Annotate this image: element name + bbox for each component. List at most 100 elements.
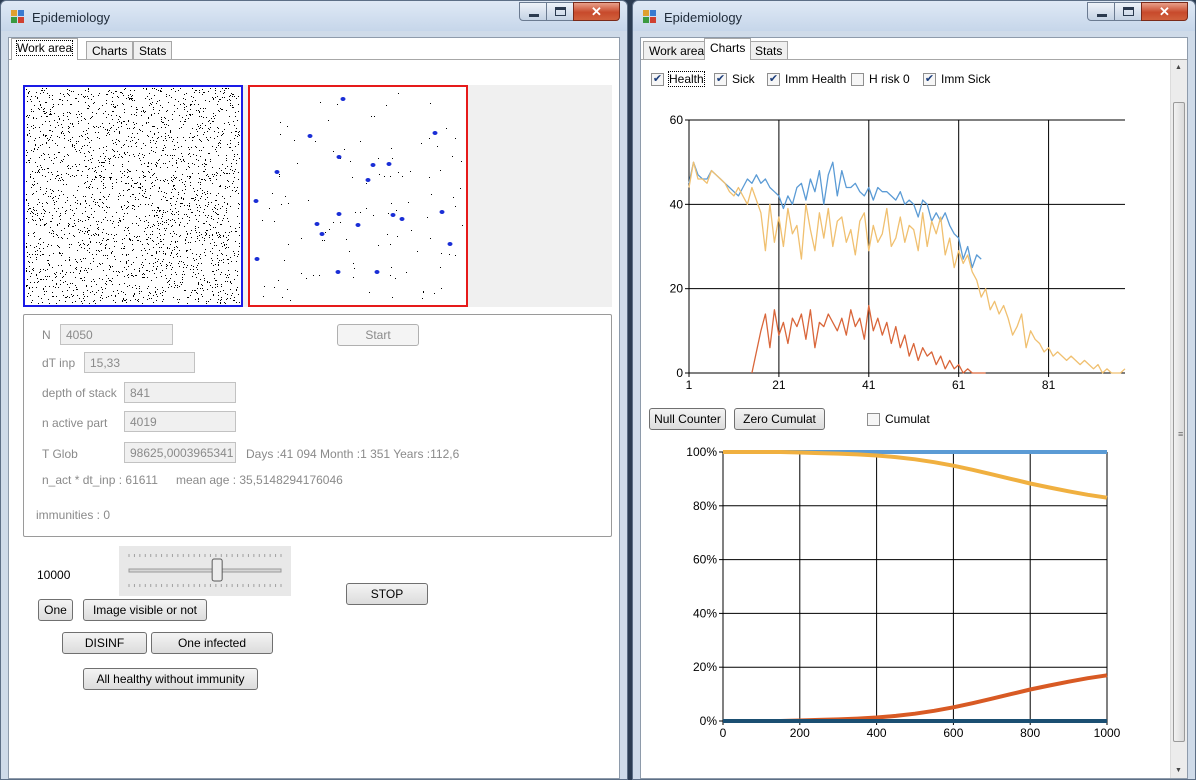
infected-marker <box>319 232 325 236</box>
client-area: Work area Charts Stats N 4050 Start dT i… <box>8 37 620 779</box>
app-icon <box>643 10 656 23</box>
disinf-button[interactable]: DISINF <box>62 632 147 654</box>
speed-slider[interactable] <box>119 546 291 596</box>
title-bar[interactable]: Epidemiology ✕ <box>1 1 627 31</box>
y-tick-label: 80% <box>693 499 717 513</box>
infected-marker <box>340 97 346 101</box>
tab-charts[interactable]: Charts <box>86 41 134 60</box>
x-tick-label: 400 <box>867 726 887 740</box>
scroll-up-icon[interactable]: ▲ <box>1175 64 1182 71</box>
main-window-left: Epidemiology ✕ Work area Charts Stats N <box>0 0 628 780</box>
minimize-button[interactable] <box>519 2 547 21</box>
infected-marker <box>399 217 405 221</box>
y-tick-label: 100% <box>686 445 717 459</box>
maximize-button[interactable] <box>546 2 574 21</box>
x-tick-label: 21 <box>772 378 786 392</box>
x-tick-label: 600 <box>943 726 963 740</box>
checkbox-box <box>867 412 880 426</box>
x-tick-label: 1000 <box>1094 726 1121 740</box>
vertical-scrollbar[interactable]: ▲ ≡ ▼ <box>1170 60 1187 778</box>
checkbox-h-risk-0[interactable]: H risk 0 <box>851 72 910 86</box>
checkbox-label: Cumulat <box>885 412 930 426</box>
checkbox-imm-health[interactable]: ✔ Imm Health <box>767 72 846 86</box>
close-icon: ✕ <box>591 4 602 19</box>
main-window-right: Epidemiology ✕ Work area Charts Stats ✔ H… <box>632 0 1196 780</box>
immunities-info: immunities : 0 <box>36 508 111 522</box>
tab-label: Stats <box>755 44 783 58</box>
y-tick-label: 0% <box>700 714 718 728</box>
client-area: Work area Charts Stats ✔ Health ✔ Sick ✔ Im… <box>640 37 1188 779</box>
scroll-down-icon[interactable]: ▼ <box>1175 767 1182 774</box>
tab-label: Work area <box>15 40 74 56</box>
y-tick-label: 60% <box>693 553 717 567</box>
image-visible-button[interactable]: Image visible or not <box>83 599 207 621</box>
minimize-icon <box>1097 14 1107 17</box>
one-infected-button[interactable]: One infected <box>151 632 273 654</box>
infected-marker <box>335 270 341 274</box>
slider-thumb <box>211 558 223 582</box>
population-image <box>23 85 243 307</box>
close-icon: ✕ <box>1159 4 1170 19</box>
y-tick-label: 40% <box>693 606 717 620</box>
active-field[interactable]: 4019 <box>124 411 236 432</box>
n-label: N <box>42 328 51 342</box>
series-line-0 <box>688 161 982 269</box>
checkbox-sick[interactable]: ✔ Sick <box>714 72 755 86</box>
null-counter-button[interactable]: Null Counter <box>649 408 726 430</box>
tglob-field[interactable]: 98625,0003965341 <box>124 442 236 463</box>
checkbox-label: Imm Health <box>785 72 847 86</box>
y-tick-label: 40 <box>670 197 684 211</box>
one-button[interactable]: One <box>38 599 73 621</box>
work-area-page: N 4050 Start dT inp 15,33 depth of stack… <box>9 59 619 778</box>
mean-age-info: mean age : 35,5148294176046 <box>176 473 343 487</box>
population-dot-cloud <box>26 88 240 304</box>
y-tick-label: 0 <box>676 366 683 380</box>
active-label: n active part <box>42 416 108 430</box>
tab-work-area[interactable]: Work area <box>11 38 79 60</box>
x-tick-label: 81 <box>1042 378 1056 392</box>
x-tick-label: 200 <box>790 726 810 740</box>
depth-field[interactable]: 841 <box>124 382 236 403</box>
y-tick-label: 60 <box>670 113 684 127</box>
dt-label: dT inp <box>42 356 76 370</box>
checkbox-box: ✔ <box>923 72 936 86</box>
window-title: Epidemiology <box>664 10 743 25</box>
close-button[interactable]: ✕ <box>573 2 620 21</box>
all-healthy-button[interactable]: All healthy without immunity <box>83 668 258 690</box>
tab-stats[interactable]: Stats <box>749 41 789 60</box>
tglob-label: T Glob <box>42 447 78 461</box>
tab-stats[interactable]: Stats <box>133 41 173 60</box>
title-bar[interactable]: Epidemiology ✕ <box>633 1 1195 31</box>
checkbox-box: ✔ <box>767 72 780 86</box>
series-line-1 <box>688 161 1126 374</box>
infected-marker <box>254 257 260 261</box>
slider-value-label: 10000 <box>37 568 71 582</box>
tab-label: Work area <box>649 44 705 58</box>
tab-charts[interactable]: Charts <box>704 38 752 60</box>
x-tick-label: 61 <box>952 378 966 392</box>
window-title: Epidemiology <box>32 10 111 25</box>
checkbox-box: ✔ <box>651 72 664 86</box>
stop-button[interactable]: STOP <box>346 583 428 605</box>
grip-icon: ≡ <box>1178 429 1184 439</box>
maximize-icon <box>1123 7 1134 16</box>
app-icon <box>11 10 24 23</box>
slider-channel <box>128 568 282 573</box>
start-button[interactable]: Start <box>337 324 419 346</box>
scroll-thumb[interactable]: ≡ <box>1173 102 1185 742</box>
sick-dot-cloud <box>262 93 463 301</box>
x-tick-label: 800 <box>1020 726 1040 740</box>
checkbox-imm-sick[interactable]: ✔ Imm Sick <box>923 72 990 86</box>
close-button[interactable]: ✕ <box>1141 2 1188 21</box>
zero-cumulat-button[interactable]: Zero Cumulat <box>734 408 825 430</box>
n-field[interactable]: 4050 <box>60 324 173 345</box>
dt-field[interactable]: 15,33 <box>84 352 195 373</box>
checkbox-health[interactable]: ✔ Health <box>651 71 705 87</box>
tab-work-area[interactable]: Work area <box>643 41 711 60</box>
infected-marker <box>253 199 259 203</box>
depth-label: depth of stack <box>42 386 117 400</box>
tab-label: Charts <box>710 41 746 55</box>
checkbox-cumulat[interactable]: Cumulat <box>867 412 930 426</box>
minimize-button[interactable] <box>1087 2 1115 21</box>
maximize-button[interactable] <box>1114 2 1142 21</box>
